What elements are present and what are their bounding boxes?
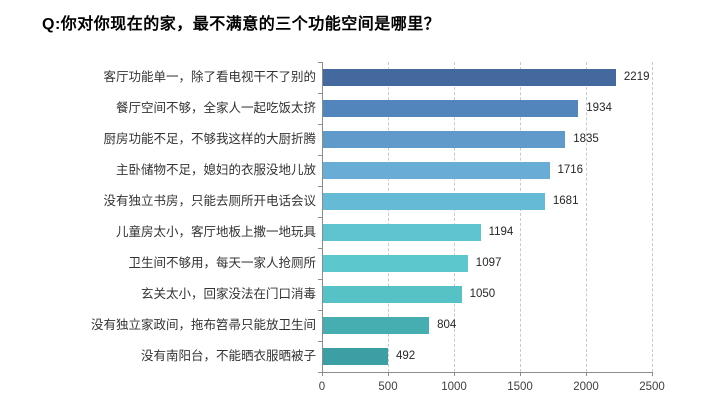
category-label: 主卧储物不足，媳妇的衣服没地儿放 [115,163,316,177]
y-axis-tick [318,372,322,373]
y-axis-tick [318,279,322,280]
category-label: 餐厅空间不够，全家人一起吃饭太挤 [115,101,316,115]
value-label: 1835 [573,133,599,145]
x-axis-tick-2500 [652,372,653,376]
y-axis-tick [318,62,322,63]
value-label: 804 [437,319,457,331]
gridline-1500 [520,62,521,372]
value-label: 1194 [488,226,514,238]
category-label: 没有独立书房，只能去厕所开电话会议 [103,194,316,208]
x-axis-tick-label: 500 [378,381,398,393]
y-axis-line [322,62,323,372]
x-axis-tick-label: 1500 [507,381,533,393]
value-label: 1716 [557,164,584,176]
y-axis-tick [318,93,322,94]
bar-0 [323,69,616,86]
bar-7 [323,286,462,303]
category-label: 厨房功能不足，不够我这样的大厨折腾 [103,132,316,146]
x-axis-tick-0 [322,372,323,376]
gridline-2500 [652,62,653,372]
y-axis-tick [318,217,322,218]
x-axis-tick-500 [388,372,389,376]
bar-1 [323,100,579,117]
gridline-500 [388,62,389,372]
bar-6 [323,255,468,272]
x-axis-line [322,372,653,373]
y-axis-tick [318,341,322,342]
bar-9 [323,348,388,365]
category-label: 儿童房太小，客厅地板上撒一地玩具 [115,225,316,239]
value-label: 1097 [475,257,502,269]
value-label: 1681 [552,195,579,207]
bar-3 [323,162,550,179]
x-axis-tick-label: 1000 [441,381,467,393]
x-axis-tick-1500 [520,372,521,376]
category-label: 没有南阳台，不能晒衣服晒被子 [140,349,316,363]
category-label: 客厅功能单一，除了看电视干不了别的 [103,70,316,84]
value-label: 492 [395,350,416,362]
x-axis-tick-label: 0 [318,381,326,393]
x-axis-tick-1000 [454,372,455,376]
value-label: 2219 [623,71,650,83]
gridline-2000 [586,62,587,372]
bar-8 [323,317,430,334]
y-axis-tick [318,186,322,187]
category-label: 玄关太小，回家没法在门口消毒 [140,287,316,301]
x-axis-tick-label: 2000 [573,381,599,393]
y-axis-tick [318,124,322,125]
category-label: 没有独立家政间，拖布笤帚只能放卫生间 [90,318,316,332]
bar-5 [323,224,481,241]
y-axis-tick [318,155,322,156]
gridline-1000 [454,62,455,372]
category-label: 卫生间不够用，每天一家人抢厕所 [128,256,316,270]
bar-2 [323,131,566,148]
chart-title: Q:你对你现在的家，最不满意的三个功能空间是哪里？ [42,16,441,33]
x-axis-tick-2000 [586,372,587,376]
y-axis-tick [318,248,322,249]
value-label: 1934 [586,102,612,114]
y-axis-tick [318,310,322,311]
x-axis-tick-label: 2500 [639,381,665,393]
value-label: 1050 [469,288,496,300]
bar-4 [323,193,545,210]
